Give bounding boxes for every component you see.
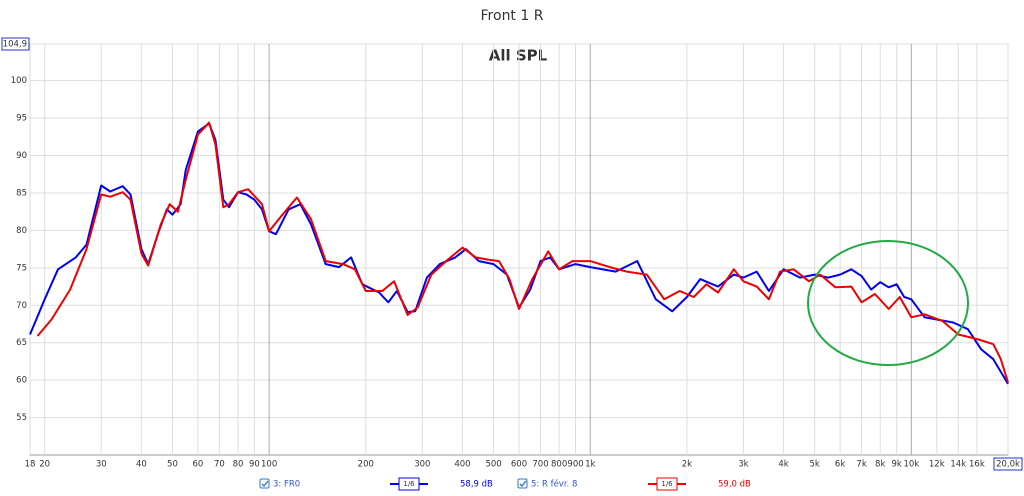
legend-label: 5: R févr. 8 bbox=[531, 479, 577, 490]
y-tick-label: 60 bbox=[16, 376, 27, 386]
x-tick-label: 200 bbox=[358, 460, 374, 470]
legend-check bbox=[519, 480, 527, 488]
x-tick-label: 1k bbox=[585, 460, 595, 470]
x-tick-label: 8k bbox=[875, 460, 885, 470]
x-tick-label: 20 bbox=[39, 460, 50, 470]
x-tick-label: 300 bbox=[414, 460, 430, 470]
x-tick-label: 80 bbox=[233, 460, 244, 470]
y-tick-label: 55 bbox=[16, 413, 27, 423]
legend-smoothing: 1/6 bbox=[403, 480, 415, 488]
x-tick-label: 3k bbox=[738, 460, 748, 470]
x-tick-label: 20,0k bbox=[996, 460, 1020, 470]
x-tick-label: 500 bbox=[485, 460, 501, 470]
x-tick-label: 600 bbox=[511, 460, 527, 470]
x-tick-label: 4k bbox=[778, 460, 788, 470]
y-tick-label: 70 bbox=[16, 301, 27, 311]
x-tick-label: 2k bbox=[682, 460, 692, 470]
legend-checkbox bbox=[517, 478, 528, 489]
x-tick-label: 9k bbox=[891, 460, 901, 470]
y-tick-label: 100 bbox=[11, 76, 27, 86]
y-tick-label: 65 bbox=[16, 338, 27, 348]
x-tick-label: 5k bbox=[810, 460, 820, 470]
y-tick-label: 104,9 bbox=[3, 40, 27, 50]
chart-title: Front 1 R bbox=[481, 8, 544, 24]
x-tick-label: 30 bbox=[96, 460, 107, 470]
legend-smoothing: 1/6 bbox=[661, 480, 673, 488]
x-tick-label: 70 bbox=[214, 460, 225, 470]
chart-subtitle: All SPL bbox=[489, 47, 548, 65]
x-tick-label: 7k bbox=[856, 460, 866, 470]
x-tick-label: 12k bbox=[929, 460, 945, 470]
y-tick-label: 95 bbox=[16, 114, 27, 124]
x-tick-label: 90 bbox=[249, 460, 260, 470]
limit-box bbox=[993, 457, 1023, 471]
x-tick-label: 100 bbox=[261, 460, 277, 470]
x-tick-label: 40 bbox=[136, 460, 147, 470]
x-tick-label: 10k bbox=[903, 460, 919, 470]
limit-box bbox=[1, 37, 30, 51]
x-tick-label: 800 bbox=[551, 460, 567, 470]
y-tick-label: 75 bbox=[16, 263, 27, 273]
x-tick-label: 6k bbox=[835, 460, 845, 470]
legend-level: 58,9 dB bbox=[460, 480, 493, 490]
legend-swatch bbox=[398, 477, 420, 491]
x-tick-label: 700 bbox=[532, 460, 548, 470]
series-line bbox=[36, 121, 1009, 383]
y-tick-label: 85 bbox=[16, 188, 27, 198]
x-tick-label: 16k bbox=[969, 460, 985, 470]
legend-checkbox bbox=[259, 478, 270, 489]
legend-level: 59,0 dB bbox=[718, 480, 751, 490]
legend-swatch bbox=[656, 477, 678, 491]
x-tick-label: 400 bbox=[454, 460, 470, 470]
legend-check bbox=[261, 480, 269, 488]
x-tick-label: 50 bbox=[167, 460, 178, 470]
x-tick-label: 60 bbox=[192, 460, 203, 470]
legend-label: 3: FR0 bbox=[273, 480, 300, 490]
x-tick-label: 14k bbox=[950, 460, 966, 470]
x-tick-label: 900 bbox=[567, 460, 583, 470]
y-tick-label: 90 bbox=[16, 151, 27, 161]
x-tick-label: 18 bbox=[25, 460, 36, 470]
highlight-ellipse bbox=[807, 240, 969, 366]
y-tick-label: 80 bbox=[16, 226, 27, 236]
